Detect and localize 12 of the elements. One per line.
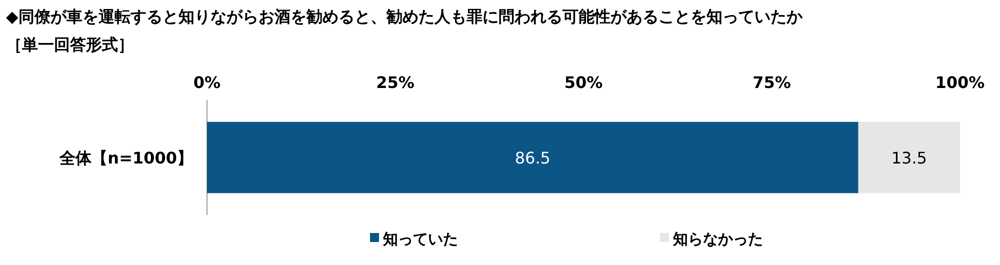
chart-title: ◆同僚が車を運転すると知りながらお酒を勧めると、勧めた人も罪に問われる可能性があることを知っていたか	[6, 7, 804, 26]
text: ［単一回答形式］	[6, 35, 134, 54]
x-tick-label: 25%	[376, 73, 414, 92]
data-label: 13.5	[891, 148, 927, 168]
legend-label: 知らなかった	[672, 230, 763, 248]
x-tick-label: 50%	[564, 73, 603, 92]
x-tick-label: 0%	[193, 73, 221, 92]
x-tick-label: 75%	[752, 73, 791, 92]
y-tick-label: 全体【n=1000】	[58, 148, 193, 168]
data-label: 86.5	[514, 148, 550, 168]
x-tick-label: 100%	[935, 73, 985, 92]
legend-label: 知っていた	[382, 230, 458, 248]
